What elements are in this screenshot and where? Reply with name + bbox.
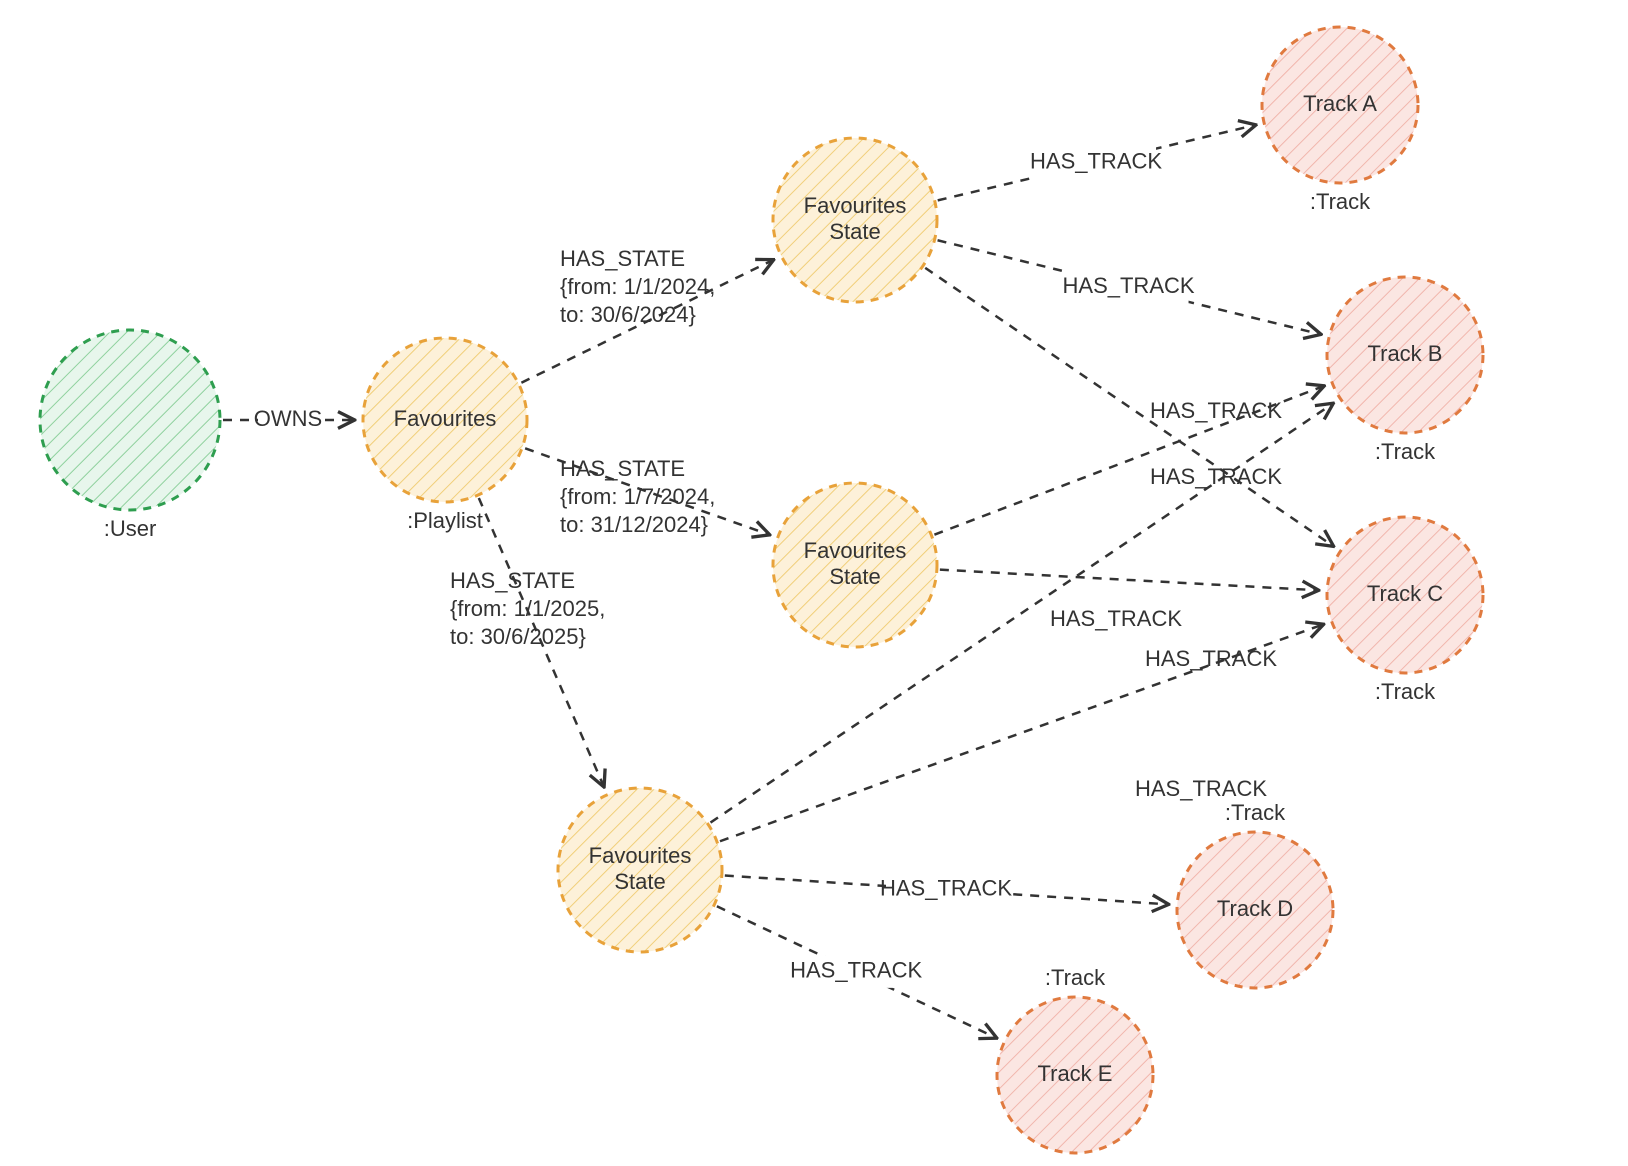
node-state2: FavouritesState xyxy=(773,483,937,647)
node-type-label-trackE: :Track xyxy=(1045,965,1106,990)
edge-sublabel-hs2-2: to: 31/12/2024} xyxy=(560,512,708,537)
node-type-label-playlist: :Playlist xyxy=(407,508,483,533)
edge-label-s3d: HAS_TRACK xyxy=(880,876,1012,901)
node-trackA: Track A :Track xyxy=(1262,27,1418,214)
node-playlist: Favourites :Playlist xyxy=(363,338,527,533)
node-type-label-trackA: :Track xyxy=(1310,189,1371,214)
edge-label-s3c: HAS_TRACK xyxy=(1145,646,1277,671)
edge-label-hs1: HAS_STATE xyxy=(560,246,685,271)
node-label-state1: Favourites xyxy=(804,193,907,218)
edge-label-s3e: HAS_TRACK xyxy=(790,958,922,983)
node-label-trackE: Track E xyxy=(1038,1061,1113,1086)
node-state3: FavouritesState xyxy=(558,788,722,952)
node-type-label-trackB: :Track xyxy=(1375,439,1436,464)
node-trackD: Track D :Track xyxy=(1177,800,1333,988)
node-trackE: Track E :Track xyxy=(997,965,1153,1153)
edge-label-owns: OWNS xyxy=(254,406,322,431)
edge-label-s1a: HAS_TRACK xyxy=(1030,149,1162,174)
edge-label-s2b: HAS_TRACK xyxy=(1150,464,1282,489)
node-state1: FavouritesState xyxy=(773,138,937,302)
edge-label-s3b: HAS_TRACK xyxy=(1135,776,1267,801)
edge-label-hs3: HAS_STATE xyxy=(450,568,575,593)
node-type-label-trackD: :Track xyxy=(1225,800,1286,825)
node-label-trackC: Track C xyxy=(1367,581,1443,606)
node-label-trackB: Track B xyxy=(1368,341,1443,366)
node-label-state1: State xyxy=(829,219,880,244)
graph-diagram: OWNS HAS_STATE {from: 1/1/2024, to: 30/6/20… xyxy=(0,0,1628,1166)
edge-label-hs2: HAS_STATE xyxy=(560,456,685,481)
node-trackC: Track C :Track xyxy=(1327,517,1483,704)
node-label-state2: Favourites xyxy=(804,538,907,563)
node-trackB: Track B :Track xyxy=(1327,277,1483,464)
node-label-trackA: Track A xyxy=(1303,91,1377,116)
edge-label-s2c: HAS_TRACK xyxy=(1050,606,1182,631)
node-label-trackD: Track D xyxy=(1217,896,1293,921)
node-label-playlist: Favourites xyxy=(394,406,497,431)
edge-sublabel-hs2-1: {from: 1/7/2024, xyxy=(560,484,715,509)
node-label-state2: State xyxy=(829,564,880,589)
edge-sublabel-hs3-1: {from: 1/1/2025, xyxy=(450,596,605,621)
edge-sublabel-hs1-1: {from: 1/1/2024, xyxy=(560,274,715,299)
edge-sublabel-hs1-2: to: 30/6/2024} xyxy=(560,302,696,327)
edge-label-s1c: HAS_TRACK xyxy=(1150,398,1282,423)
edge-label-s1b: HAS_TRACK xyxy=(1063,273,1195,298)
node-label-state3: State xyxy=(614,869,665,894)
edge-sublabel-hs3-2: to: 30/6/2025} xyxy=(450,624,586,649)
edge-s2c xyxy=(940,570,1317,591)
node-type-label-user: :User xyxy=(104,516,157,541)
node-user: :User xyxy=(40,330,220,541)
node-type-label-trackC: :Track xyxy=(1375,679,1436,704)
node-label-state3: Favourites xyxy=(589,843,692,868)
